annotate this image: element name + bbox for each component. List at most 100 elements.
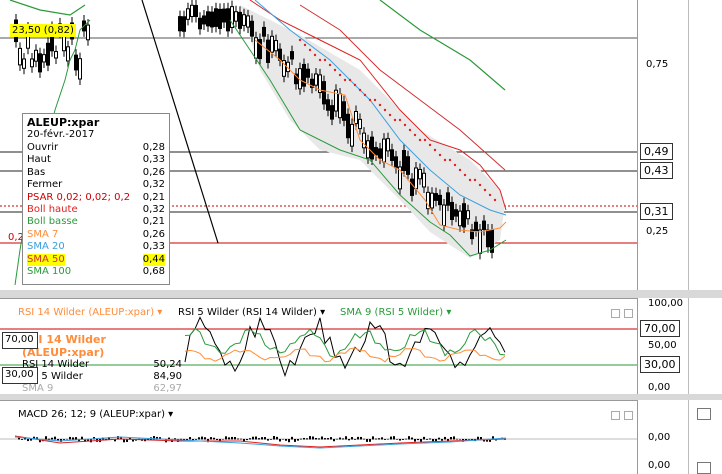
sma-9-title[interactable]: SMA 9 (RSI 5 Wilder) ▾	[340, 307, 452, 318]
candle-body	[78, 58, 82, 80]
gutter-button-icon[interactable]	[697, 408, 711, 420]
macd-tick-lower: 0,00	[648, 460, 671, 471]
candle-body	[194, 5, 198, 17]
macd-bar	[387, 438, 389, 440]
macd-line	[14, 436, 507, 449]
macd-bar	[276, 436, 278, 440]
macd-bar	[366, 439, 368, 442]
macd-close-icon[interactable]	[624, 411, 633, 420]
psar-dot	[348, 78, 352, 82]
candle-body	[310, 78, 314, 88]
macd-bar	[216, 439, 218, 441]
rsi-14-title[interactable]: RSI 14 Wilder (ALEUP:xpar) ▾	[18, 307, 163, 318]
candle-body	[42, 54, 46, 63]
candle-body	[418, 168, 422, 180]
macd-bar	[390, 436, 392, 440]
psar-dot	[373, 98, 377, 102]
macd-bar	[321, 436, 323, 440]
macd-bar	[336, 438, 338, 440]
macd-axis[interactable]: 0,00 0,00	[638, 400, 688, 474]
candle-body	[198, 17, 202, 30]
boll-upper-line	[249, 0, 507, 211]
macd-bar	[435, 439, 437, 443]
pane-separator-2[interactable]	[0, 394, 722, 400]
macd-bar	[447, 439, 449, 442]
legend-row-sma20: SMA 20 0,33	[27, 241, 165, 253]
rsi-5-title[interactable]: RSI 5 Wilder (RSI 14 Wilder) ▾	[178, 307, 326, 318]
pane-separator[interactable]	[0, 290, 722, 298]
macd-tick-upper: 0,00	[648, 432, 671, 443]
macd-bar	[168, 437, 170, 440]
candle-body	[30, 58, 34, 68]
macd-bar	[393, 436, 395, 440]
rsi-14-line	[184, 347, 506, 363]
macd-title[interactable]: MACD 26; 12; 9 (ALEUP:xpar) ▾	[18, 409, 174, 420]
rsi-readout-row-sma9: SMA 9 62,97	[22, 383, 182, 394]
macd-bar	[189, 437, 191, 440]
psar-dot	[463, 173, 467, 177]
candle-body	[302, 63, 306, 87]
macd-bar	[84, 439, 86, 442]
psar-dot	[408, 128, 412, 132]
candle-body	[454, 209, 458, 217]
macd-bar	[489, 439, 491, 442]
macd-pane[interactable]: MACD 26; 12; 9 (ALEUP:xpar) ▾	[0, 400, 638, 474]
legend-symbol: ALEUP:xpar	[27, 116, 100, 129]
candle-body	[314, 73, 318, 86]
rsi-readout-title: RSI 14 Wilder (ALEUP:xpar)	[22, 333, 106, 359]
candle-body	[34, 49, 38, 62]
macd-bar	[312, 436, 314, 440]
pane-close-icon[interactable]	[624, 309, 633, 318]
macd-bar	[414, 439, 416, 442]
rsi-readout-row-14: RSI 14 Wilder 50,24	[22, 359, 182, 370]
macd-bar	[315, 437, 317, 440]
macd-bar	[87, 439, 89, 442]
macd-bar	[24, 437, 26, 440]
macd-bar	[72, 437, 74, 440]
rsi-axis[interactable]: 100,00 50,00 0,00 70,00 30,00	[638, 298, 688, 394]
macd-bar	[249, 438, 251, 440]
left-level-label: 0,2	[8, 232, 24, 243]
macd-bar	[45, 436, 47, 440]
legend-row-sma7: SMA 7 0,26	[27, 228, 165, 240]
rsi-readout-row-5: RSI 5 Wilder 84,90	[22, 371, 182, 382]
price-chart-svg	[0, 0, 637, 286]
macd-bar	[57, 439, 59, 441]
macd-bar	[291, 436, 293, 440]
gutter-button-icon-2[interactable]	[697, 462, 711, 474]
sma-20-line	[254, 0, 507, 216]
axis-tick-025: 0,25	[646, 226, 669, 237]
macd-bar	[285, 439, 287, 441]
macd-bar	[75, 437, 77, 440]
macd-bar	[243, 439, 245, 442]
macd-bar	[342, 438, 344, 440]
macd-bar	[429, 438, 431, 440]
candle-body	[210, 11, 214, 28]
macd-bar	[264, 437, 266, 440]
legend-row-boll-high: Boll haute 0,32	[27, 203, 165, 215]
macd-bar	[369, 439, 371, 442]
candle-body	[250, 20, 254, 37]
pane-minimize-icon[interactable]	[611, 309, 620, 318]
rsi-axis-box-70: 70,00	[640, 320, 680, 337]
candle-body	[246, 15, 250, 28]
psar-dot	[378, 103, 382, 107]
axis-tick-075: 0,75	[646, 59, 669, 70]
boll-lower-line	[229, 19, 507, 257]
price-chart-pane[interactable]: 23,50 (0,82) 0,2 ALEUP:xpar 20-févr.-201…	[0, 0, 638, 290]
rsi-readout: RSI 14 Wilder (ALEUP:xpar) RSI 14 Wilder…	[22, 333, 182, 394]
macd-minimize-icon[interactable]	[611, 411, 620, 420]
macd-bar	[63, 439, 65, 440]
psar-dot	[388, 113, 392, 117]
candle-body	[434, 193, 438, 201]
candle-body	[66, 46, 70, 62]
macd-bar	[357, 436, 359, 440]
psar-dot	[313, 53, 317, 57]
candle-body	[206, 11, 210, 27]
rsi-pane[interactable]: RSI 14 Wilder (ALEUP:xpar) ▾ RSI 5 Wilde…	[0, 298, 638, 394]
macd-bar	[399, 439, 401, 441]
candle-body	[374, 147, 378, 156]
macd-bar	[51, 437, 53, 440]
macd-bar	[237, 438, 239, 440]
price-axis[interactable]: 0,75 0,25 0,49 0,43 0,31	[638, 0, 688, 290]
